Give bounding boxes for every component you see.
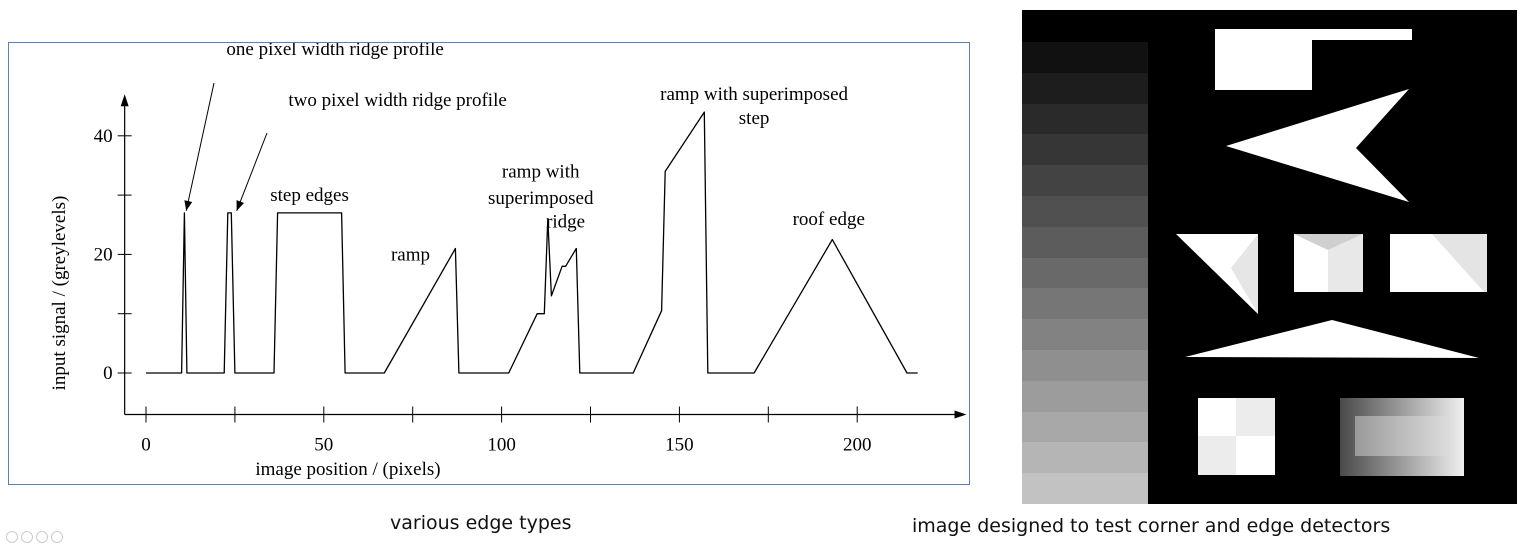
edge-profile-plot: 0 50 100 150 200 0 20 40 one pixel width ridge … [8,42,970,485]
back-icon[interactable] [6,531,18,543]
right-caption: image designed to test corner and edge d… [912,515,1391,537]
left-caption: various edge types [390,512,572,534]
checker-square [1198,398,1275,475]
rectangle-with-bar [1215,29,1412,90]
zoom-icon[interactable] [36,531,48,543]
x-tick-label: 100 [487,435,516,456]
annotation-label: roof edge [793,209,865,230]
pen-icon[interactable] [21,531,33,543]
test-shapes [1176,29,1487,476]
axes [120,94,967,419]
y-tick-label: 20 [94,244,113,265]
x-tick-label: 150 [665,435,694,456]
arrowhead-shape [1226,89,1409,202]
x-tick-label: 200 [843,435,872,456]
shaded-square [1294,234,1363,292]
ticks: 0 50 100 150 200 0 20 40 [94,126,872,456]
gray-band [1022,473,1148,504]
annotation-label: ramp with [502,161,580,182]
y-axis-arrow [120,94,129,107]
corner-edge-test-image [1022,10,1517,504]
flat-triangle-shape [1185,320,1479,358]
gray-band [1022,319,1148,350]
annotation-label: one pixel width ridge profile [226,43,443,60]
annotation-label: superimposed [488,188,594,209]
gray-band [1022,165,1148,196]
gray-band [1022,42,1148,73]
annotation-arrow [185,82,215,211]
y-tick-label: 40 [94,126,113,147]
annotation-arrowhead [236,200,245,211]
gray-band [1022,257,1148,289]
plot-canvas: 0 50 100 150 200 0 20 40 one pixel width ridge … [49,43,967,480]
gray-band [1022,72,1148,104]
gray-band [1022,411,1148,443]
x-tick-label: 50 [314,435,333,456]
gray-band [1022,380,1148,412]
gray-band [1022,103,1148,135]
menu-icon[interactable] [51,531,63,543]
annotation-label: step [739,108,770,129]
gradient-rectangle [1340,398,1464,476]
annotation-label: ramp [391,244,430,265]
gray-band [1022,134,1148,166]
annotation-label: step edges [270,185,349,206]
annotation-arrows [184,82,268,212]
annotation-label: ridge [546,212,585,233]
x-tick-label: 0 [141,435,151,456]
annotation-label: ramp with superimposed [660,84,848,105]
annotation-arrowhead [184,200,193,211]
gray-band [1022,349,1148,381]
annotation-arrow [236,132,268,212]
x-axis-arrow [954,410,967,419]
slide-controls[interactable] [6,530,66,548]
series [146,111,918,374]
y-axis-label: input signal / (greylevels) [49,196,70,391]
gray-band [1022,442,1148,474]
annotation-label: two pixel width ridge profile [288,90,506,111]
shaded-rectangle [1390,234,1487,292]
annotations: one pixel width ridge profile two pixel w… [226,43,864,265]
x-axis-label: image position / (pixels) [255,459,440,480]
signal-line [146,111,918,374]
triangle-shape [1176,234,1258,314]
y-tick-label: 0 [103,363,113,384]
gray-level-strip [1022,42,1148,504]
gray-band [1022,195,1148,227]
gray-band [1022,226,1148,258]
gray-band [1022,288,1148,320]
